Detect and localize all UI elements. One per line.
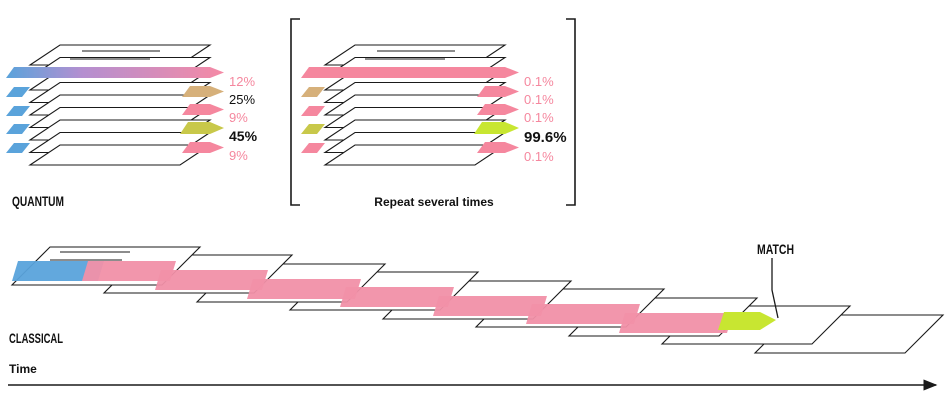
repeat-output-2: 0.1% <box>524 92 554 107</box>
classical-search-band <box>433 296 547 316</box>
classical-match-band <box>718 312 776 330</box>
classical-search-band <box>247 279 361 299</box>
repeat-caption: Repeat several times <box>374 195 494 209</box>
quantum-stack <box>6 44 224 166</box>
quantum-label: QUANTUM <box>12 193 64 209</box>
repeat-input-tab <box>301 106 325 116</box>
quantum-band-4 <box>180 122 224 134</box>
repeat-output-3: 0.1% <box>524 110 554 125</box>
quantum-output-3: 9% <box>229 110 248 125</box>
classical-search-band <box>155 270 268 290</box>
quantum-output-4: 45% <box>229 128 258 144</box>
match-label: MATCH <box>757 241 794 257</box>
repeat-input-tab <box>301 143 325 153</box>
classical-search-band <box>619 313 733 333</box>
classical-label: CLASSICAL <box>9 330 63 346</box>
quantum-probability-bands <box>6 67 224 153</box>
quantum-band-5 <box>182 142 224 153</box>
repeat-band-2 <box>477 86 519 97</box>
repeat-output-4: 99.6% <box>524 129 567 146</box>
repeat-output-1: 0.1% <box>524 74 554 89</box>
classical-search-band <box>82 261 176 281</box>
quantum-input-tab <box>6 143 30 153</box>
quantum-output-1: 12% <box>229 74 255 89</box>
repeat-stack <box>301 44 519 166</box>
repeat-band-1 <box>301 67 519 78</box>
quantum-output-2: 25% <box>229 92 255 107</box>
classical-sequence <box>10 246 945 354</box>
quantum-sheets <box>28 44 212 166</box>
quantum-input-tab <box>6 87 30 97</box>
repeat-probability-bands <box>301 67 519 153</box>
repeat-band-4 <box>474 122 519 134</box>
repeat-input-tab <box>301 87 325 97</box>
quantum-band-1 <box>6 67 224 78</box>
repeat-band-5 <box>477 142 519 153</box>
time-label: Time <box>9 362 37 376</box>
classical-search-band <box>526 304 640 324</box>
quantum-band-3 <box>182 104 224 115</box>
repeat-band-3 <box>477 104 519 115</box>
quantum-output-5: 9% <box>229 148 248 163</box>
classical-search-band <box>340 287 454 307</box>
quantum-input-tab <box>6 106 30 116</box>
repeat-sheet <box>323 144 507 166</box>
quantum-band-2 <box>182 86 224 97</box>
repeat-input-tab <box>301 124 325 134</box>
repeat-bracket <box>290 18 576 206</box>
repeat-output-5: 0.1% <box>524 149 554 164</box>
match-pointer-line <box>771 258 779 319</box>
quantum-sheet <box>28 144 212 166</box>
repeat-sheets <box>323 44 507 166</box>
classical-input-band <box>12 261 104 281</box>
quantum-input-tab <box>6 124 30 134</box>
